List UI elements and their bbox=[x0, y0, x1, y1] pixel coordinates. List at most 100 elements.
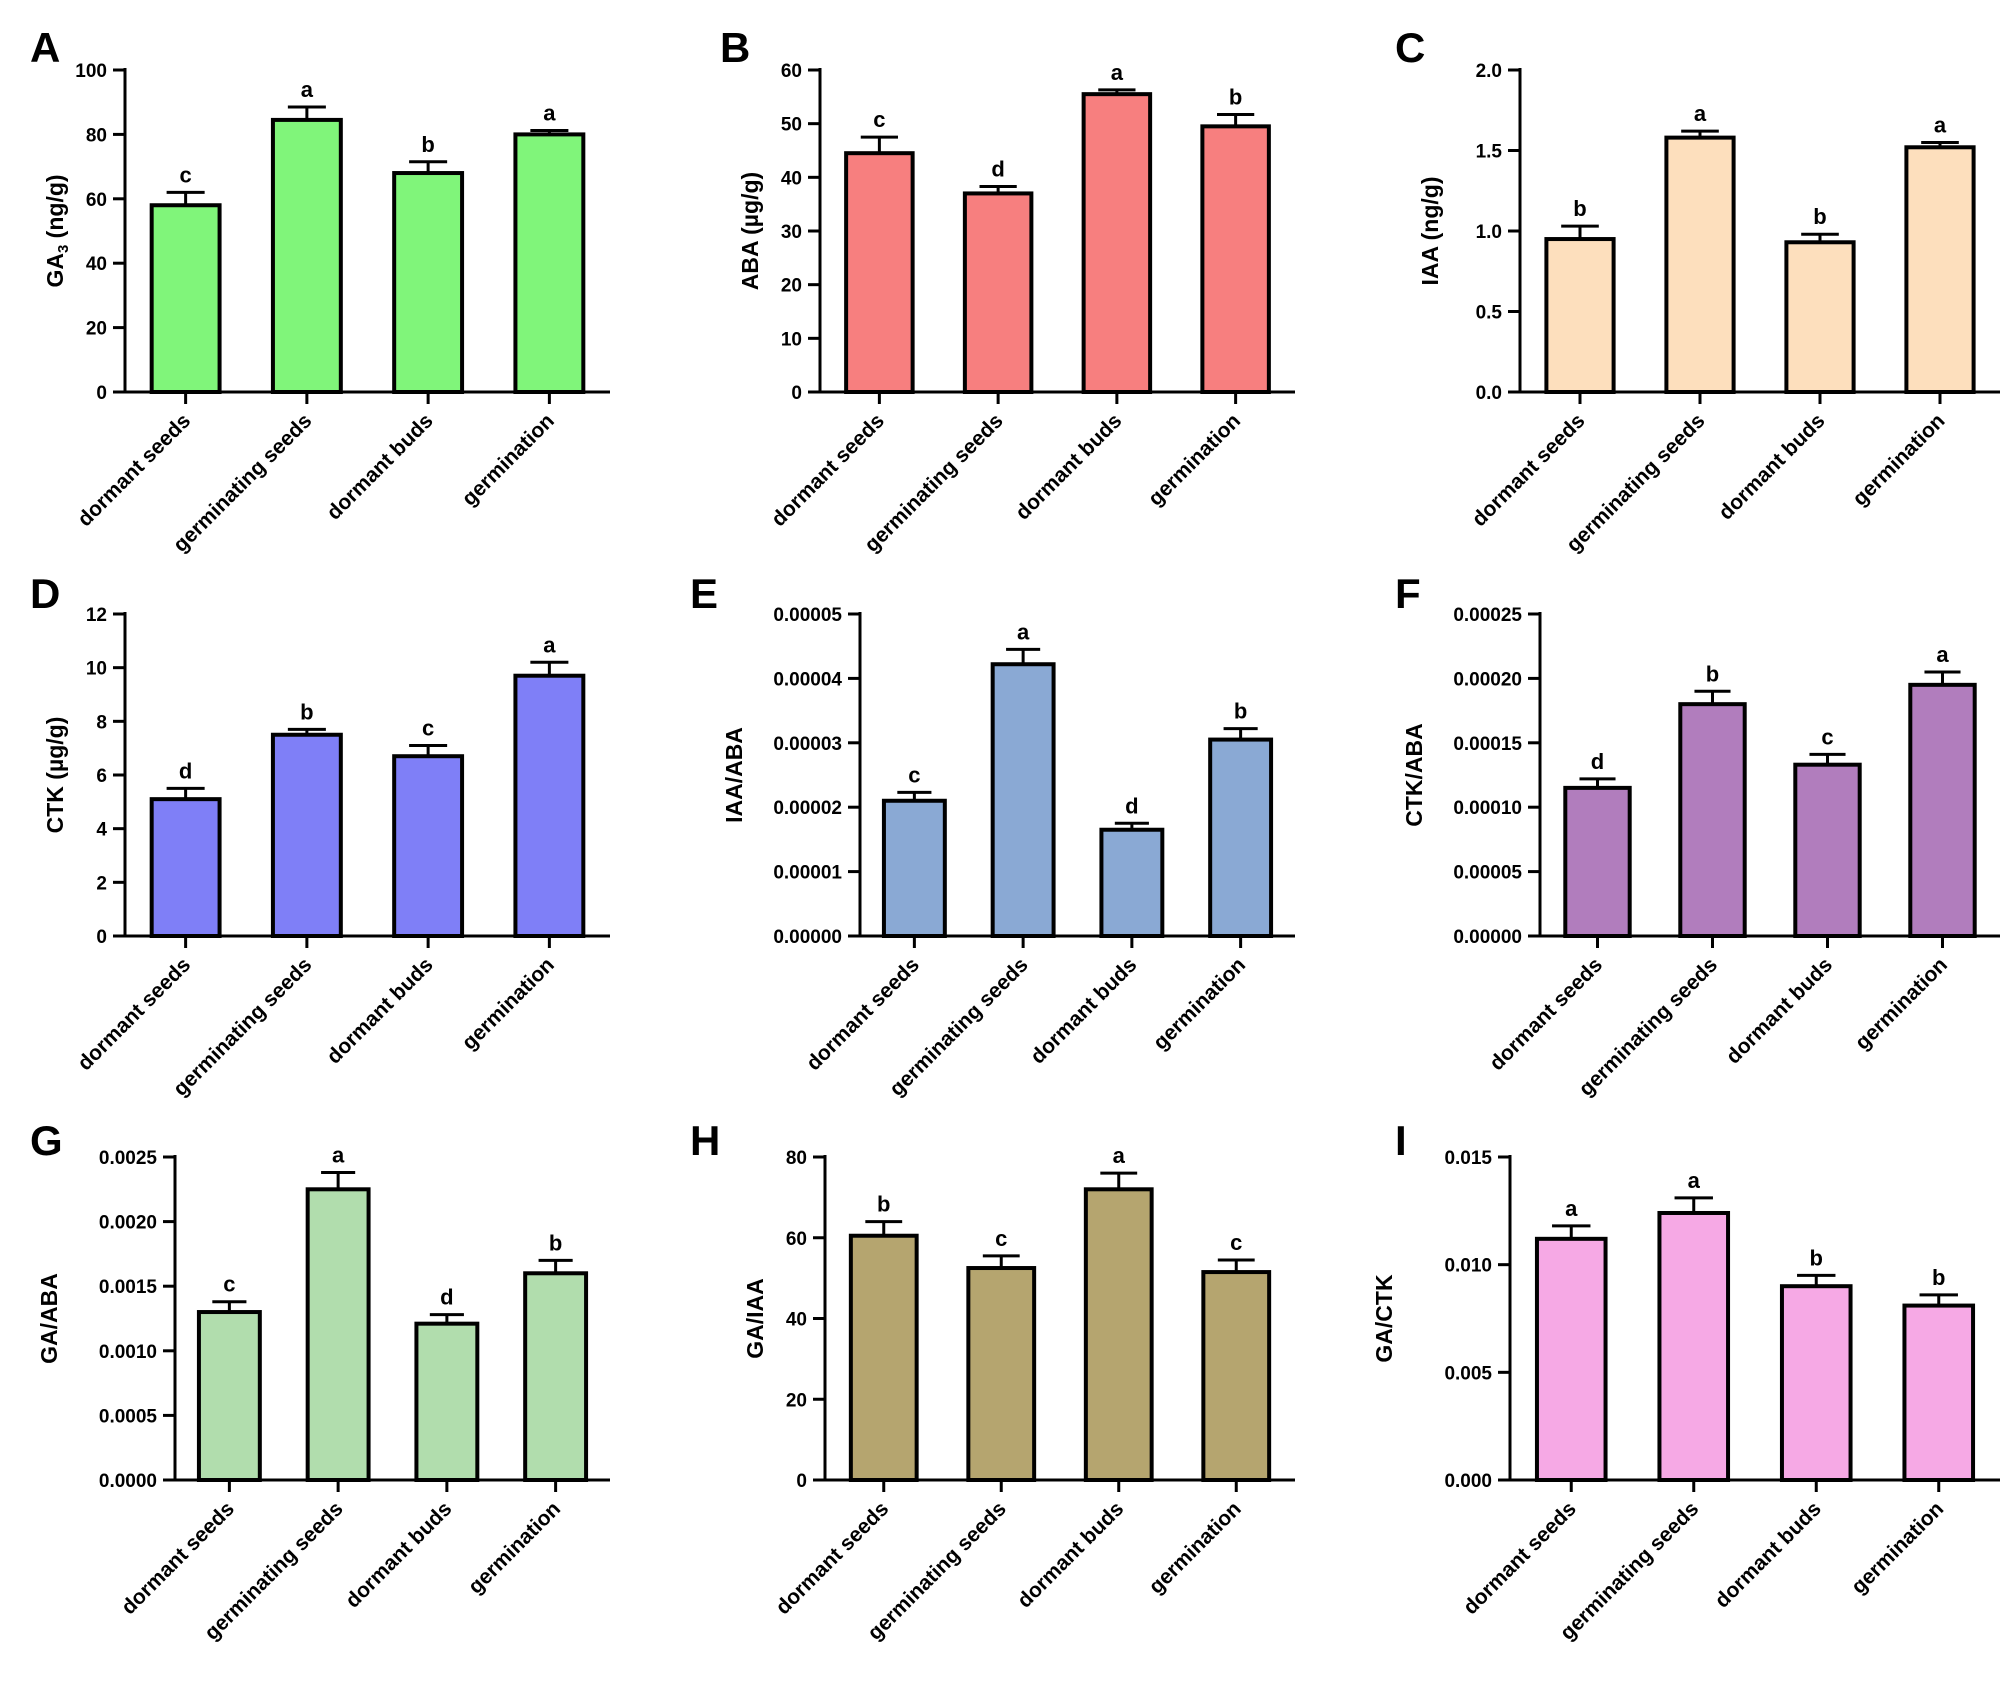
y-tick-label: 60 bbox=[86, 190, 107, 211]
y-tick-label: 0 bbox=[96, 927, 107, 948]
bar bbox=[990, 662, 1056, 938]
bar bbox=[1099, 827, 1165, 938]
significance-label: b bbox=[1813, 204, 1826, 229]
y-tick-label: 4 bbox=[96, 820, 107, 841]
panel-b: B 0 10 20 30 40 50 60 ABA (µg/g) c dormant seeds d g… bbox=[720, 24, 1295, 557]
significance-label: a bbox=[1694, 101, 1707, 126]
y-tick-label: 20 bbox=[786, 1390, 807, 1411]
y-tick-label: 0.0020 bbox=[99, 1213, 157, 1234]
y-tick-label: 0.00004 bbox=[773, 669, 842, 690]
y-tick-label: 0.00020 bbox=[1453, 669, 1522, 690]
y-tick-label: 0.0 bbox=[1476, 383, 1502, 404]
bar bbox=[270, 117, 343, 394]
y-tick-label: 60 bbox=[781, 61, 802, 82]
bar bbox=[1784, 240, 1856, 394]
bar bbox=[513, 132, 586, 394]
significance-label: d bbox=[1125, 793, 1138, 818]
y-tick-label: 0.00002 bbox=[773, 798, 842, 819]
panel-letter: F bbox=[1395, 570, 1421, 617]
y-tick-label: 0.0025 bbox=[99, 1148, 158, 1169]
y-tick-label: 0.0000 bbox=[99, 1471, 157, 1492]
category-label: dormant seeds bbox=[767, 409, 889, 531]
panel-letter: A bbox=[30, 24, 60, 71]
y-axis-title: CTK (µg/g) bbox=[42, 717, 68, 834]
panel-d: D 0 2 4 6 8 10 12 CTK (µg/g) d dormant seeds b germi… bbox=[30, 570, 610, 1101]
significance-label: a bbox=[1688, 1168, 1701, 1193]
significance-label: c bbox=[422, 715, 434, 740]
significance-label: c bbox=[223, 1272, 235, 1297]
y-axis-title: GA/IAA bbox=[742, 1278, 768, 1359]
y-tick-label: 1.5 bbox=[1476, 142, 1503, 163]
bar bbox=[966, 1266, 1037, 1482]
bar bbox=[1563, 785, 1632, 938]
category-label: germination bbox=[1144, 409, 1245, 510]
category-label: dormant seeds bbox=[73, 953, 195, 1075]
bar bbox=[523, 1271, 589, 1483]
bar bbox=[270, 732, 343, 938]
bar bbox=[149, 797, 222, 939]
category-label: germination bbox=[1851, 953, 1952, 1054]
bar bbox=[1793, 762, 1862, 938]
y-tick-label: 10 bbox=[86, 659, 107, 680]
significance-label: d bbox=[991, 156, 1004, 181]
significance-label: a bbox=[1111, 60, 1124, 85]
significance-label: d bbox=[179, 758, 192, 783]
category-label: dormant seeds bbox=[73, 409, 195, 531]
panel-letter: E bbox=[690, 570, 718, 617]
y-tick-label: 80 bbox=[86, 125, 107, 146]
bar bbox=[848, 1233, 919, 1482]
y-axis-title: CTK/ABA bbox=[1401, 723, 1427, 827]
bar bbox=[305, 1187, 371, 1483]
y-tick-label: 0 bbox=[791, 383, 802, 404]
y-tick-label: 0.005 bbox=[1444, 1363, 1492, 1384]
y-tick-label: 0.00001 bbox=[773, 863, 842, 884]
y-tick-label: 80 bbox=[786, 1148, 807, 1169]
bar bbox=[1902, 1303, 1976, 1482]
bar bbox=[1664, 135, 1736, 394]
bar bbox=[1779, 1284, 1853, 1482]
category-label: dormant seeds bbox=[771, 1497, 893, 1619]
category-label: dormant buds bbox=[1722, 953, 1837, 1068]
bar bbox=[844, 151, 915, 394]
y-tick-label: 50 bbox=[781, 115, 802, 136]
bar bbox=[962, 191, 1034, 394]
y-axis-title: IAA (ng/g) bbox=[1417, 176, 1443, 285]
bar bbox=[392, 754, 465, 939]
bar bbox=[196, 1310, 262, 1483]
significance-label: b bbox=[1573, 196, 1586, 221]
panel-letter: D bbox=[30, 570, 60, 617]
significance-label: a bbox=[1113, 1143, 1126, 1168]
category-label: germination bbox=[1847, 1497, 1948, 1598]
significance-label: a bbox=[1565, 1196, 1578, 1221]
y-tick-label: 40 bbox=[781, 168, 802, 189]
significance-label: d bbox=[1591, 749, 1604, 774]
y-tick-label: 0.00010 bbox=[1453, 798, 1522, 819]
bar bbox=[1657, 1210, 1731, 1483]
y-tick-label: 1.0 bbox=[1476, 222, 1502, 243]
significance-label: b bbox=[300, 699, 313, 724]
y-tick-label: 0 bbox=[96, 383, 107, 404]
y-tick-label: 0.00005 bbox=[1453, 863, 1522, 884]
significance-label: b bbox=[549, 1230, 562, 1255]
category-label: dormant buds bbox=[1714, 409, 1829, 524]
category-label: germination bbox=[458, 953, 559, 1054]
panel-letter: H bbox=[690, 1117, 720, 1164]
y-tick-label: 2 bbox=[96, 873, 107, 894]
bar bbox=[1544, 237, 1616, 394]
y-tick-label: 0.0015 bbox=[99, 1277, 158, 1298]
y-tick-label: 100 bbox=[75, 61, 107, 82]
panel-c: C 0.0 0.5 1.0 1.5 2.0 IAA (ng/g) b dormant seeds… bbox=[1395, 24, 2000, 557]
significance-label: a bbox=[1936, 642, 1949, 667]
significance-label: a bbox=[543, 101, 556, 126]
y-tick-label: 0.00015 bbox=[1453, 734, 1522, 755]
significance-label: c bbox=[908, 762, 920, 787]
bar bbox=[149, 203, 222, 394]
y-tick-label: 30 bbox=[781, 222, 802, 243]
y-axis-title: IAA/ABA bbox=[721, 727, 747, 823]
panel-e: E 0.00000 0.00001 0.00002 0.00003 0.00004 0.00… bbox=[690, 570, 1295, 1101]
bar bbox=[513, 673, 586, 938]
y-tick-label: 60 bbox=[786, 1229, 807, 1250]
bar bbox=[392, 171, 465, 394]
significance-label: b bbox=[421, 132, 434, 157]
panel-a: A 0 20 40 60 80 100 GA3 (ng/g) c dormant seeds a ge… bbox=[30, 24, 610, 557]
